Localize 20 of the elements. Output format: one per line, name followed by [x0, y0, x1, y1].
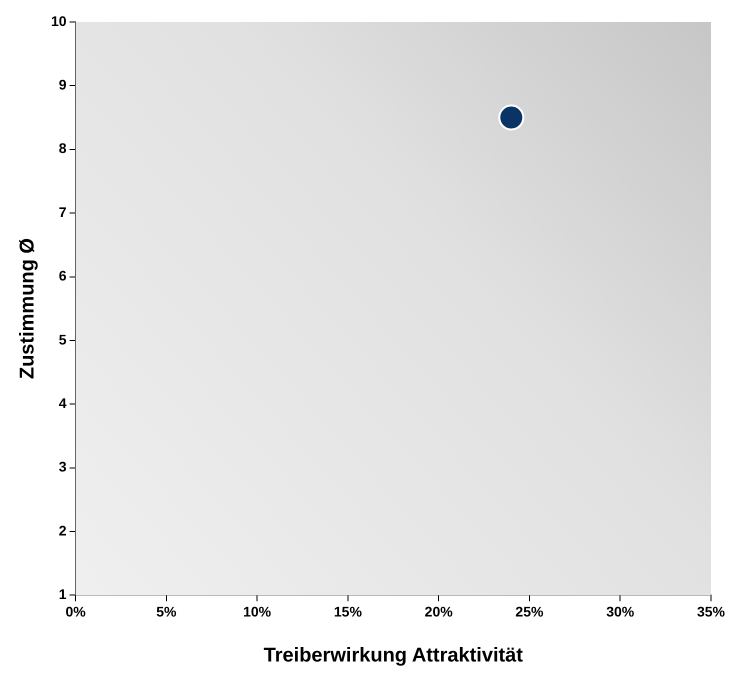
- y-tick-label: 6: [58, 268, 67, 284]
- y-tick-label: 3: [58, 458, 67, 475]
- y-tick-label: 5: [58, 331, 67, 348]
- y-tick-label: 8: [58, 140, 67, 156]
- x-tick-label: 20%: [424, 603, 454, 620]
- y-axis-title: Zustimmung Ø: [16, 238, 39, 380]
- y-tick-label: 10: [50, 12, 67, 29]
- y-tick-label: 4: [58, 394, 67, 411]
- x-axis-title: Treiberwirkung Attraktivität: [264, 644, 524, 667]
- y-tick-label: 1: [58, 586, 67, 602]
- y-tick-label: 9: [58, 76, 67, 93]
- x-tick-label: 30%: [606, 603, 635, 620]
- x-tick-label: 0%: [65, 603, 86, 620]
- x-tick-label: 25%: [515, 603, 544, 620]
- x-tick-label: 35%: [696, 603, 726, 620]
- y-tick-label: 7: [58, 204, 67, 220]
- x-tick-label: 10%: [243, 603, 272, 620]
- y-tick-label: 2: [58, 522, 67, 538]
- x-tick-label: 15%: [334, 603, 362, 620]
- x-tick-label: 5%: [156, 603, 178, 620]
